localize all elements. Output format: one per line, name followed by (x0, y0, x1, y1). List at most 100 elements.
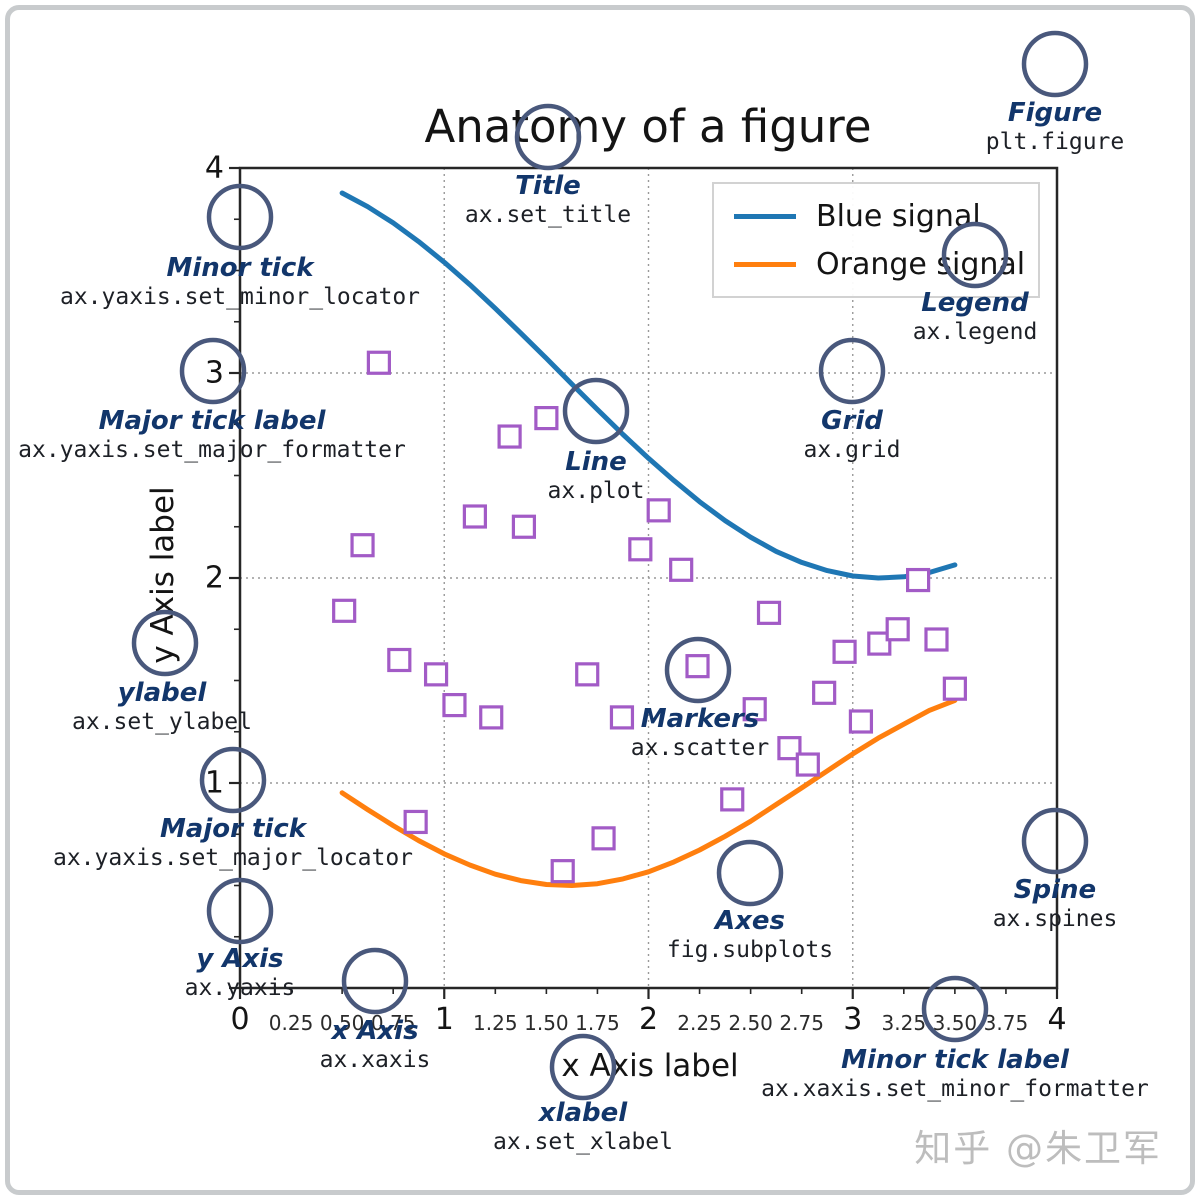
scatter-marker (575, 662, 600, 687)
scatter-marker (812, 680, 837, 705)
annotation-code: ax.xaxis.set_minor_formatter (761, 1076, 1149, 1103)
scatter-marker (628, 537, 653, 562)
annotation-minor-tick-label: Minor tick label ax.xaxis.set_minor_forma… (761, 1045, 1149, 1103)
x-major-tick-label: 1 (434, 1002, 454, 1037)
scatter-marker (479, 705, 504, 730)
scatter-marker (497, 424, 522, 449)
annotation-label: Markers (640, 704, 760, 734)
annotation-code: ax.set_title (464, 202, 632, 229)
annotation-code: ax.grid (803, 437, 901, 464)
legend-line-swatch (734, 261, 796, 267)
x-major-tick-label: 4 (1047, 1002, 1067, 1037)
x-minor-tick-label: 1.75 (575, 1011, 620, 1035)
annotation-code: ax.yaxis (184, 975, 296, 1002)
annotation-label: Minor tick label (841, 1045, 1069, 1075)
x-minor-tick-label: 1.25 (473, 1011, 518, 1035)
annotation-spine: Spine ax.spines (992, 876, 1118, 933)
annotation-code: ax.xaxis (319, 1047, 431, 1074)
scatter-marker (403, 809, 428, 835)
annotation-code: ax.yaxis.set_major_locator (52, 845, 414, 872)
annotation-line: Line ax.plot (547, 447, 645, 505)
figure-title: Anatomy of a figure (424, 100, 872, 153)
x-minor-tick-label: 3.25 (881, 1011, 927, 1035)
annotation-figure: Figure plt.figure (985, 98, 1125, 156)
scatter-marker (423, 662, 449, 687)
scatter-marker (646, 498, 671, 523)
annotation-axes: Axes fig.subplots (666, 906, 834, 964)
annotation-code: ax.set_ylabel (71, 709, 253, 736)
annotation-label: x Axis (331, 1016, 419, 1046)
annotation-major-tick: Major tick ax.yaxis.set_major_locator (52, 814, 414, 872)
annotation-label: Major tick (159, 814, 307, 844)
watermark: 知乎 @朱卫军 (914, 1127, 1162, 1170)
x-major-tick-label: 2 (638, 1002, 659, 1037)
legend-entry: Orange signal (714, 244, 1038, 284)
annotation-label: y Axis (196, 944, 284, 974)
series-line-orange (339, 697, 958, 888)
annotation-ylabel: ylabel ax.set_ylabel (71, 679, 253, 736)
legend-entry: Blue signal (714, 196, 1038, 236)
annotation-label: Major tick label (98, 406, 326, 436)
scatter-marker (867, 631, 892, 656)
annotation-code: ax.set_xlabel (492, 1129, 674, 1156)
scatter-marker (462, 504, 487, 529)
scatter-marker (942, 676, 967, 701)
annotation-y-axis: y Axis ax.yaxis (184, 944, 296, 1002)
annotation-code: plt.figure (985, 129, 1125, 156)
x-major-tick-label: 3 (843, 1002, 863, 1037)
legend-box: Blue signal Orange signal (712, 182, 1040, 298)
scatter-marker (442, 692, 467, 718)
y-major-tick-label: 3 (204, 355, 224, 391)
legend-line-swatch (734, 213, 796, 219)
scatter-marker (387, 647, 412, 673)
annotation-code: fig.subplots (666, 937, 834, 964)
annotation-title: Title ax.set_title (464, 171, 632, 229)
annotation-code: ax.yaxis.set_minor_locator (59, 284, 421, 311)
scatter-marker (720, 787, 745, 812)
y-major-tick-label: 1 (204, 765, 224, 801)
x-axis-label: x Axis label (561, 1048, 739, 1084)
annotation-label: Axes (714, 906, 786, 936)
annotation-grid: Grid ax.grid (803, 406, 901, 464)
annotation-label: Legend (921, 288, 1029, 318)
scatter-marker (366, 350, 391, 375)
x-minor-tick-label: 3.50 (932, 1011, 978, 1035)
annotation-code: ax.spines (992, 906, 1118, 933)
scatter-marker (350, 533, 375, 558)
scatter-marker (685, 654, 710, 679)
annotation-minor-tick: Minor tick ax.yaxis.set_minor_locator (59, 253, 421, 311)
annotation-code: ax.yaxis.set_major_formatter (18, 437, 406, 464)
legend-label: Blue signal (816, 198, 981, 234)
annotation-code: ax.plot (547, 478, 645, 505)
annotation-markers: Markers ax.scatter (630, 704, 770, 762)
annotation-legend: Legend ax.legend (913, 288, 1038, 346)
y-major-tick-label: 2 (204, 560, 224, 596)
x-minor-tick-label: 0.25 (268, 1011, 314, 1035)
annotation-label: Line (565, 447, 627, 477)
scatter-marker (906, 567, 931, 593)
y-major-tick-label: 4 (204, 150, 224, 186)
x-minor-tick-label: 2.75 (779, 1011, 824, 1035)
annotation-xlabel: xlabel ax.set_xlabel (492, 1098, 674, 1156)
x-minor-tick-label: 0.50 (319, 1011, 365, 1035)
annotation-code: ax.scatter (630, 735, 770, 762)
scatter-marker (848, 709, 874, 734)
scatter-marker (777, 736, 802, 761)
x-minor-tick-label: 2.25 (677, 1011, 722, 1035)
scatter-marker (756, 600, 782, 625)
scatter-marker (591, 826, 616, 851)
x-minor-tick-label: 2.50 (728, 1011, 773, 1035)
annotation-label: Minor tick (166, 253, 314, 283)
x-minor-tick-label: 3.75 (983, 1011, 1029, 1035)
scatter-marker (332, 598, 357, 623)
scatter-marker (924, 627, 949, 652)
scatter-marker (742, 697, 767, 722)
annotation-label: Title (515, 171, 581, 201)
scatter-marker (669, 557, 694, 582)
annotation-label: Grid (821, 406, 883, 436)
scatter-marker (885, 617, 910, 642)
x-minor-tick-label: 0.75 (370, 1011, 416, 1035)
annotation-label: xlabel (538, 1098, 628, 1128)
annotation-label: Figure (1007, 98, 1103, 128)
